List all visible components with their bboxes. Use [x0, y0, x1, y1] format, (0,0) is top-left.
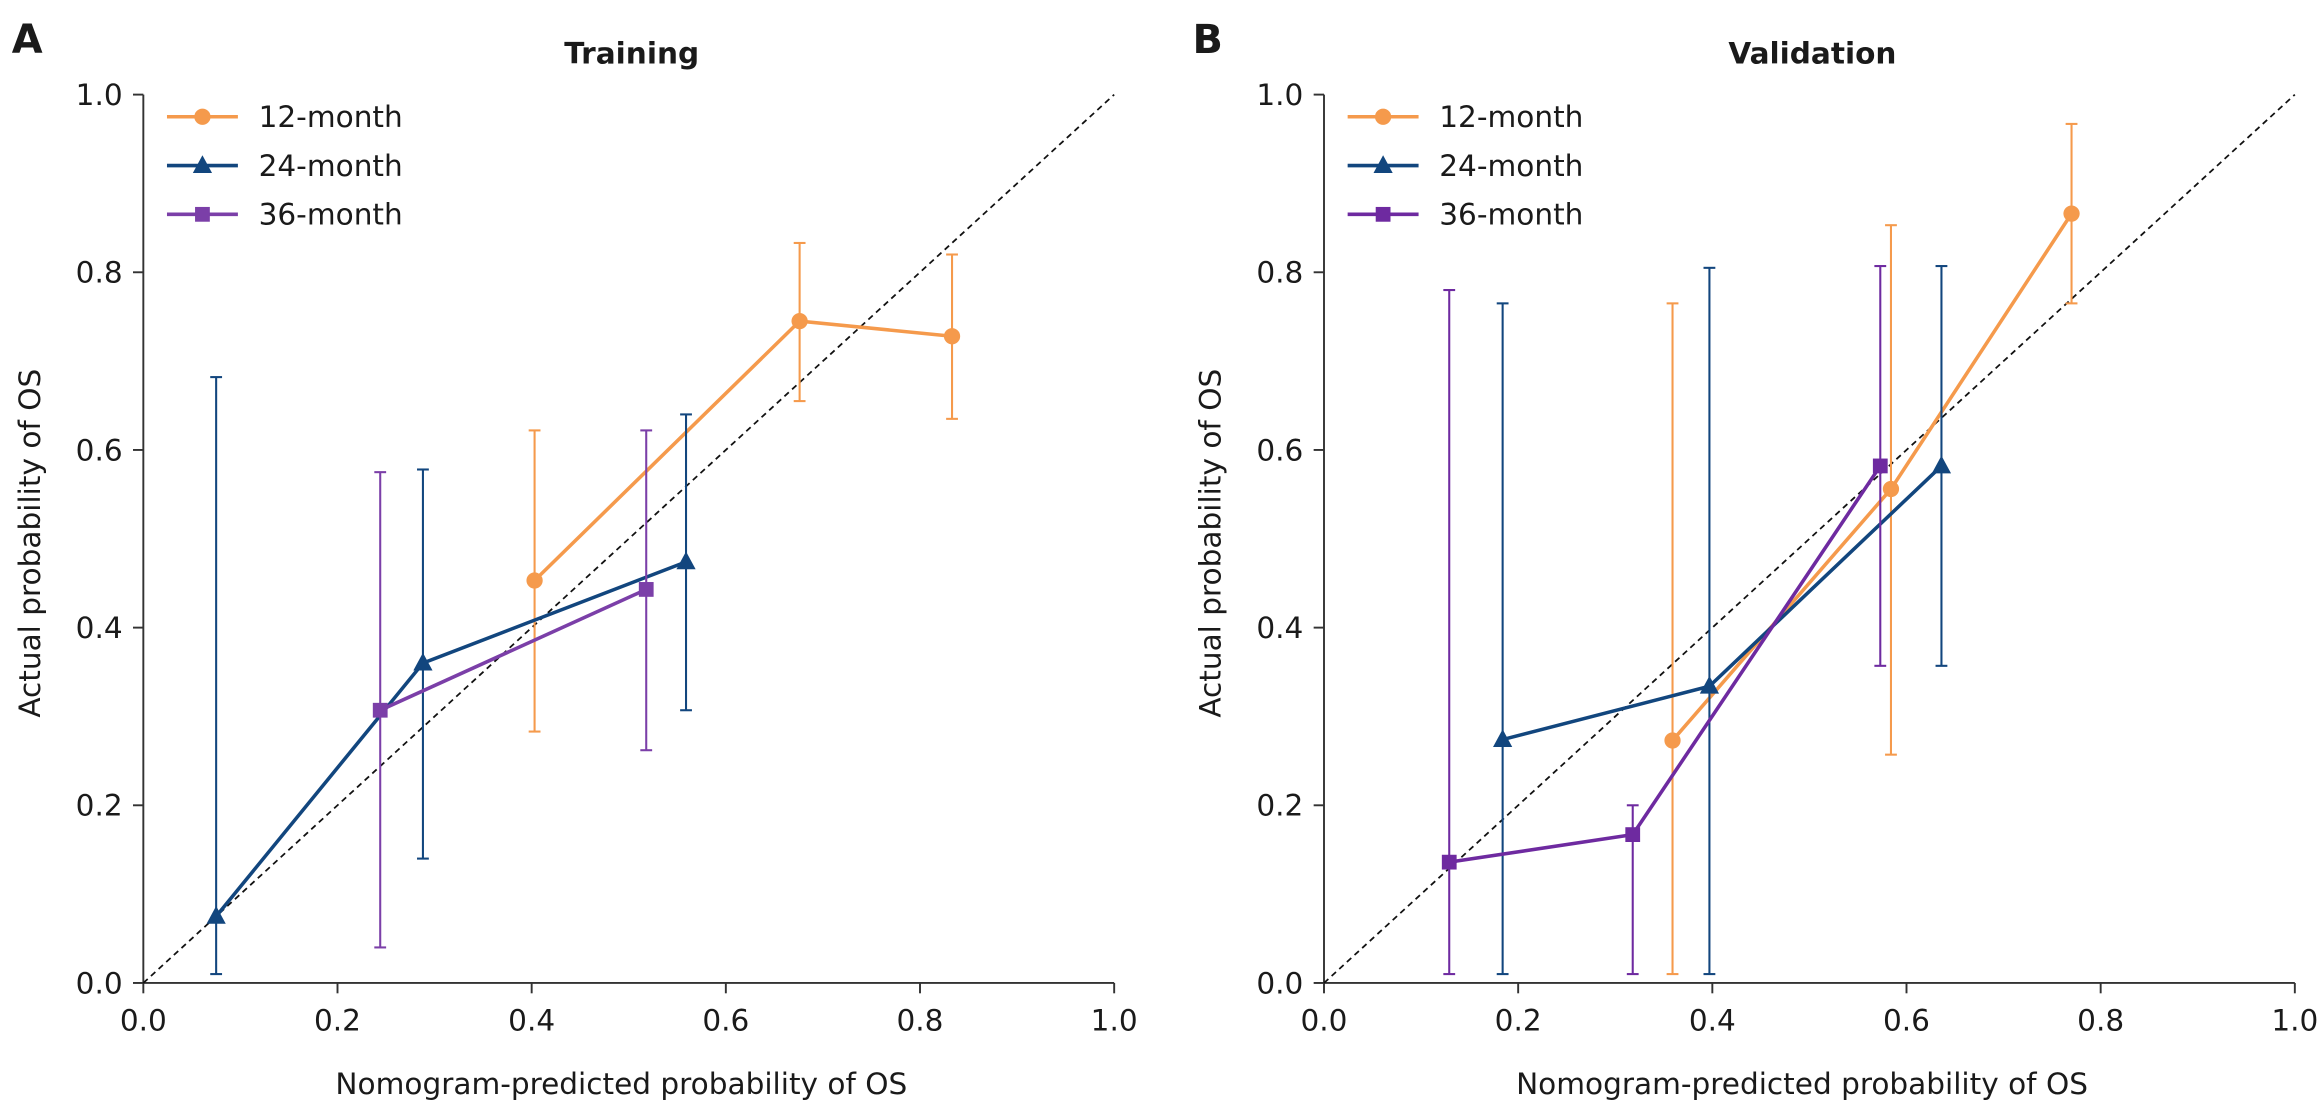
- point: [1699, 675, 1720, 694]
- point: [1373, 155, 1393, 173]
- y-tick-label: 0.0: [1256, 966, 1303, 1000]
- x-tick-label: 0.2: [314, 1003, 361, 1037]
- point: [192, 155, 213, 173]
- legend-label: 36-month: [1439, 198, 1583, 232]
- chart-title: Training: [564, 37, 699, 71]
- x-tick-label: 0.8: [897, 1003, 944, 1037]
- point: [676, 551, 696, 570]
- y-tick-label: 0.6: [1256, 433, 1303, 467]
- x-tick-label: 0.0: [1301, 1003, 1348, 1037]
- legend-label: 12-month: [1439, 100, 1583, 134]
- reference-line: [1323, 93, 2296, 984]
- y-axis-label: Actual probability of OS: [1194, 369, 1228, 718]
- chart-title: Validation: [1728, 37, 1896, 71]
- point: [791, 313, 808, 330]
- x-tick-label: 0.8: [2077, 1003, 2124, 1037]
- point: [638, 582, 654, 597]
- point: [206, 905, 226, 924]
- point: [2063, 205, 2080, 222]
- y-tick-label: 0.2: [1256, 789, 1303, 823]
- point: [1872, 458, 1888, 474]
- point: [195, 206, 210, 222]
- legend-label: 24-month: [259, 149, 403, 183]
- point: [194, 108, 211, 125]
- point: [1441, 854, 1457, 870]
- point: [1882, 480, 1900, 498]
- x-axis-label: Nomogram-predicted probability of OS: [1516, 1067, 2088, 1101]
- panel: A Training 0.0 0.2 0.4 0.6 0.8 1.0 0.0 0.2 0.4 0.6 0…: [12, 17, 1138, 1101]
- y-tick-label: 0.0: [76, 966, 123, 1000]
- point: [1375, 206, 1391, 222]
- point: [1493, 729, 1513, 747]
- x-tick-label: 1.0: [1091, 1003, 1138, 1037]
- point: [1664, 732, 1681, 749]
- x-tick-label: 0.0: [120, 1003, 167, 1037]
- y-tick-label: 1.0: [76, 78, 123, 112]
- legend-label: 12-month: [259, 100, 403, 134]
- point: [372, 702, 388, 718]
- point: [526, 572, 543, 589]
- series-line: [214, 560, 687, 918]
- point: [943, 328, 961, 345]
- point: [1625, 827, 1641, 843]
- x-tick-label: 0.2: [1495, 1003, 1542, 1037]
- x-tick-label: 0.4: [508, 1003, 555, 1037]
- panel: B Validation 0.0 0.2 0.4 0.6 0.8 1.0 0.0 0.2 0.4 0.…: [1192, 17, 2317, 1101]
- series-line: [1448, 464, 1882, 864]
- legend-label: 24-month: [1439, 149, 1583, 183]
- y-tick-label: 0.8: [76, 256, 123, 290]
- x-tick-label: 1.0: [2271, 1003, 2317, 1037]
- y-tick-label: 0.2: [76, 789, 123, 823]
- point: [413, 652, 433, 671]
- panel-label: B: [1192, 17, 1222, 63]
- y-tick-label: 0.6: [76, 433, 123, 467]
- point: [1931, 455, 1952, 474]
- reference-line: [142, 93, 1115, 984]
- y-tick-label: 0.8: [1256, 256, 1303, 290]
- point: [1374, 108, 1392, 125]
- y-tick-label: 1.0: [1256, 78, 1303, 112]
- x-tick-label: 0.6: [1883, 1003, 1930, 1037]
- panel-label: A: [12, 17, 43, 63]
- series-line: [379, 587, 647, 712]
- legend-label: 36-month: [259, 198, 403, 232]
- y-tick-label: 0.4: [76, 611, 123, 645]
- x-tick-label: 0.6: [702, 1003, 749, 1037]
- y-tick-label: 0.4: [1256, 611, 1303, 645]
- x-axis-label: Nomogram-predicted probability of OS: [335, 1067, 907, 1101]
- x-tick-label: 0.4: [1689, 1003, 1736, 1037]
- series-line: [533, 319, 953, 582]
- y-axis-label: Actual probability of OS: [13, 369, 47, 718]
